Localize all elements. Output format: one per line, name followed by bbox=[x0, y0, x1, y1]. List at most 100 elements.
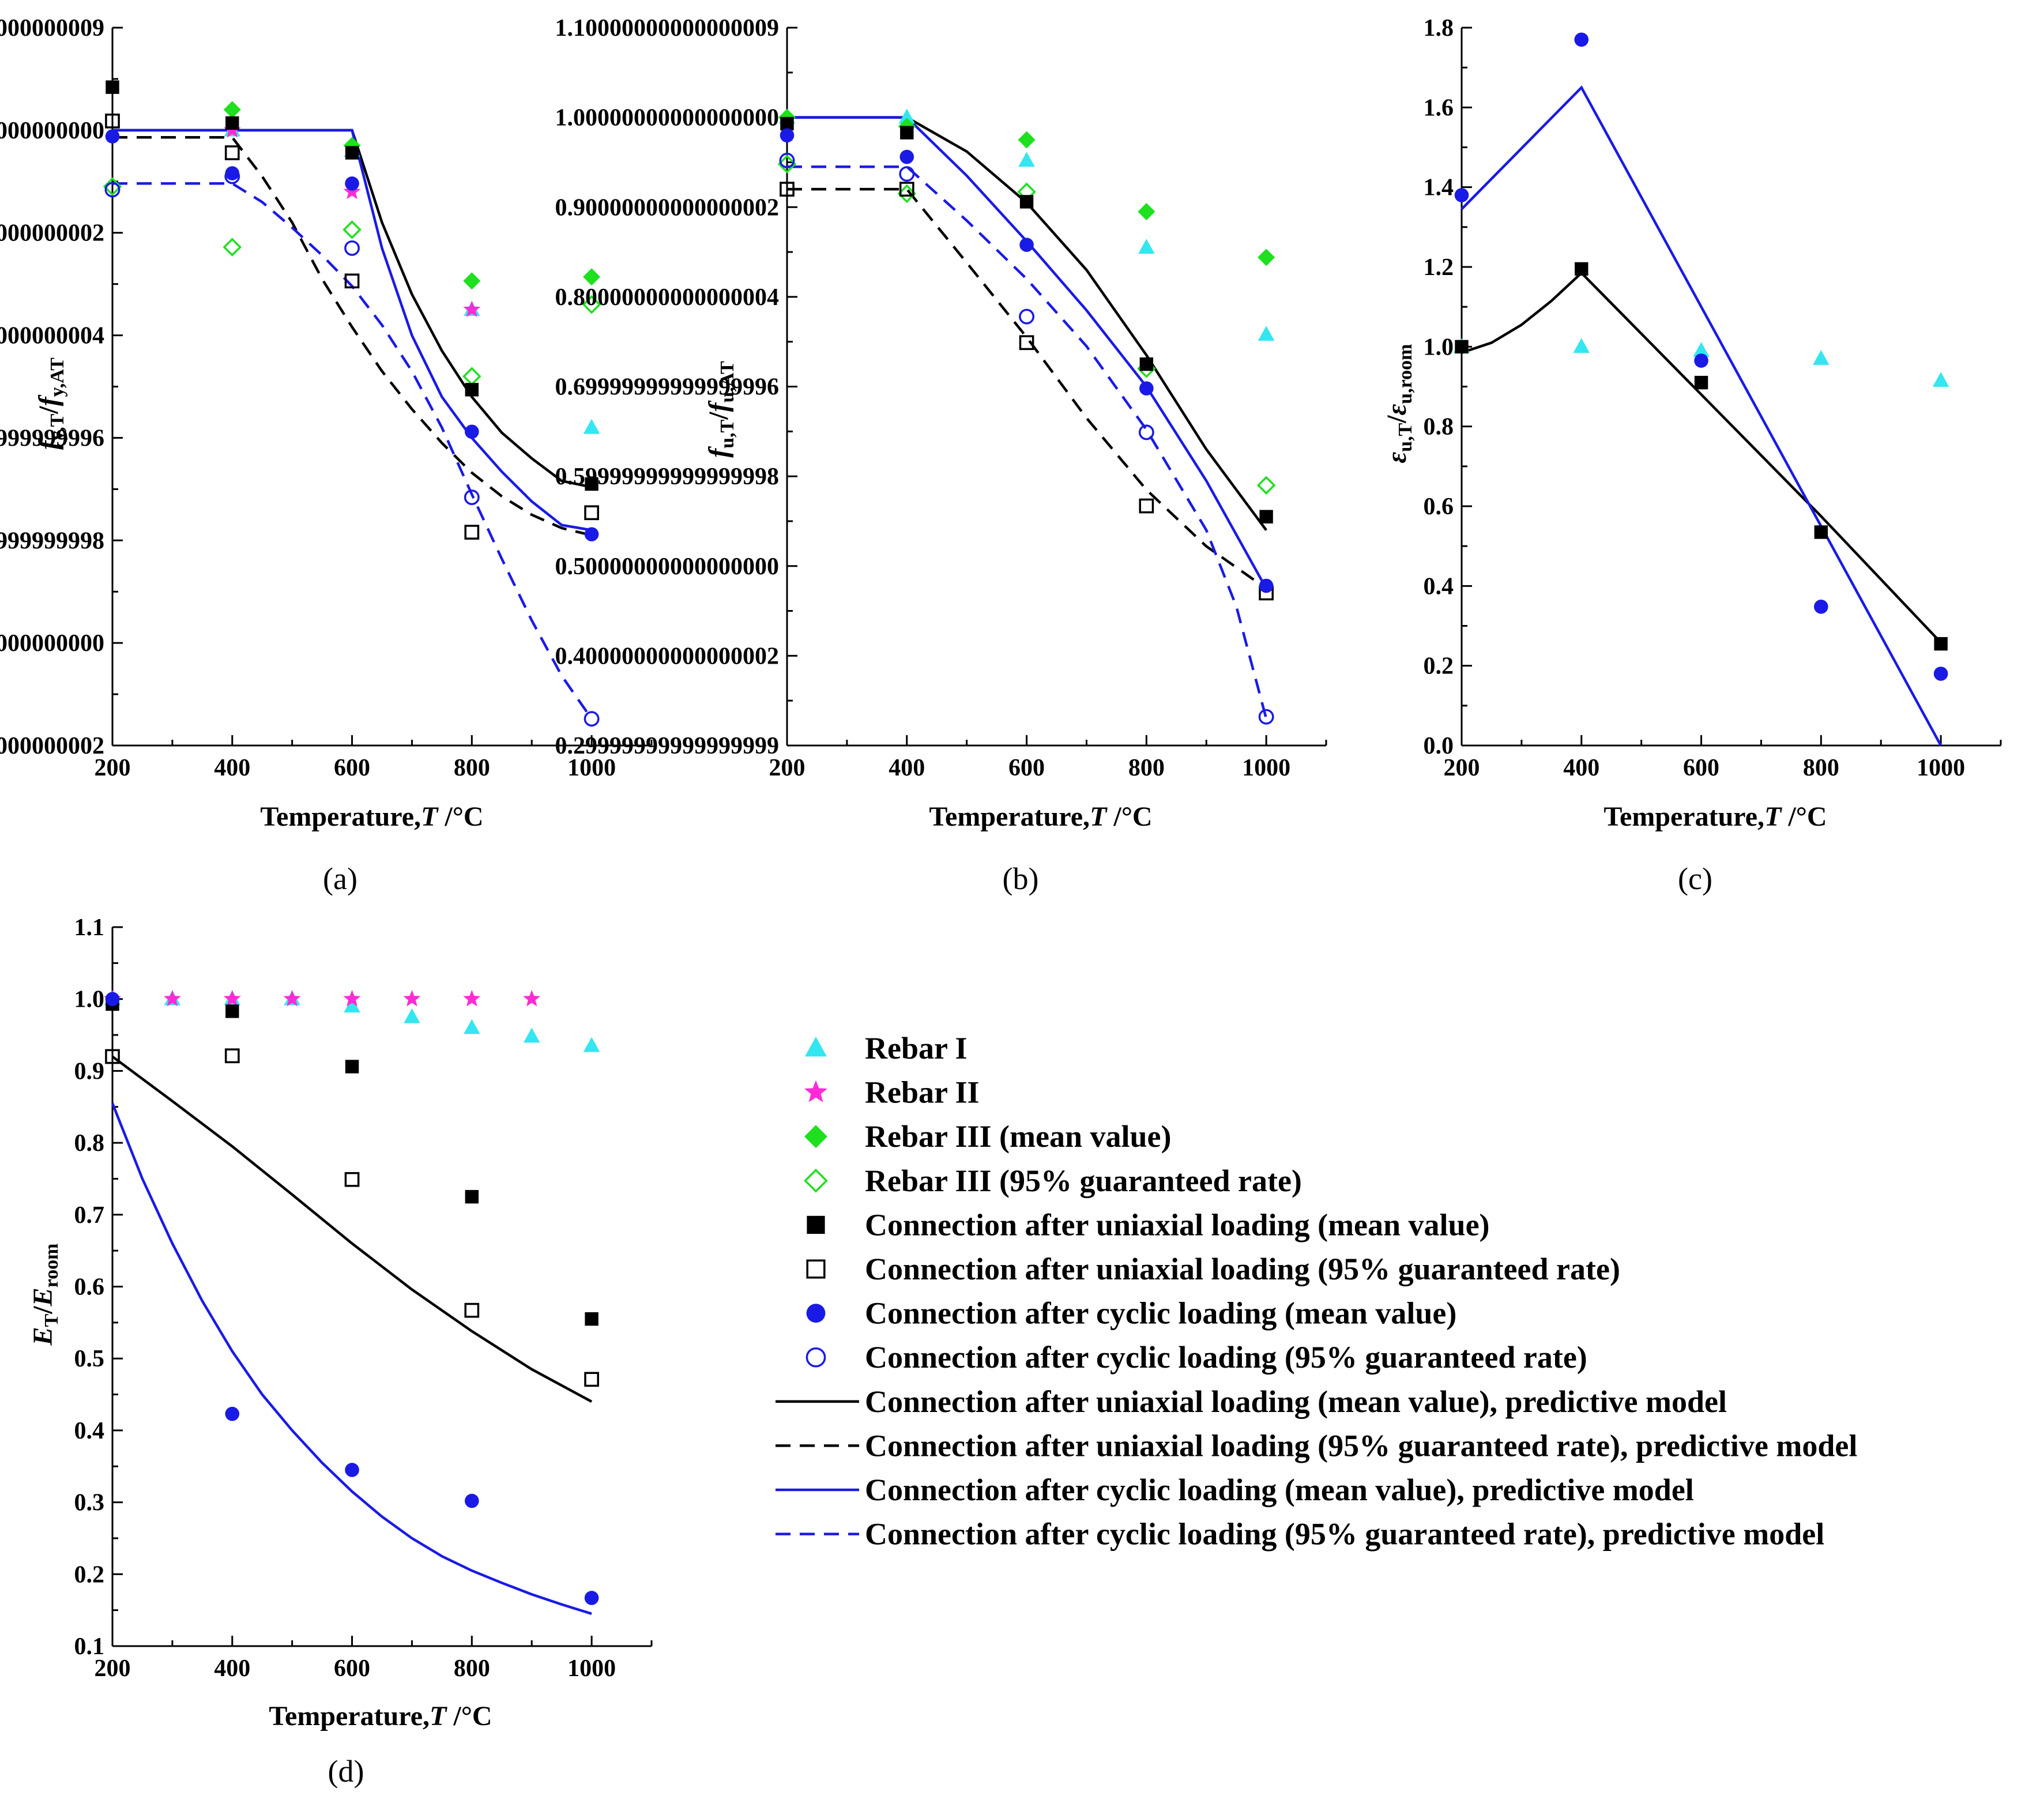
panel-d-point-r2 bbox=[163, 990, 181, 1007]
panel-b-point-cm bbox=[780, 128, 795, 143]
panel-c-point-cm bbox=[1933, 667, 1948, 681]
panel-c-y-tick-label: 0.8 bbox=[1424, 414, 1454, 440]
panel-a-point-ug bbox=[344, 273, 360, 289]
panel-c-y-tick-label: 1.0 bbox=[1424, 334, 1454, 360]
panel-a-point-r2 bbox=[343, 182, 361, 199]
legend-swatch-r1 bbox=[805, 1037, 827, 1057]
panel-c-x-axis-label: Temperature,T /°C bbox=[1603, 801, 1827, 832]
panel-c-point-r1 bbox=[1932, 372, 1949, 387]
panel-a-point-cg bbox=[224, 168, 240, 185]
legend-label-cmL: Connection after cyclic loading (mean va… bbox=[865, 1473, 1694, 1507]
panel-c-point-um bbox=[1694, 375, 1708, 390]
panel-d-point-um bbox=[585, 1312, 598, 1326]
legend-label-umL: Connection after uniaxial loading (mean … bbox=[865, 1384, 1727, 1419]
panel-b-y-axis-label: fu,T/fu,AT bbox=[703, 361, 738, 458]
panel-d-point-um bbox=[465, 1189, 479, 1204]
legend-label-cgL: Connection after cyclic loading (95% gua… bbox=[865, 1517, 1824, 1552]
panel-b-x-axis-label: Temperature,T /°C bbox=[929, 801, 1152, 832]
panel-b-point-cm bbox=[1259, 578, 1274, 593]
panel-b-x-tick-label: 200 bbox=[769, 755, 805, 781]
panel-d-line-cmL bbox=[111, 1102, 592, 1616]
panel-b-point-ug bbox=[1019, 335, 1034, 351]
panel-d-point-cm bbox=[584, 1591, 599, 1605]
panel-c-point-um bbox=[1814, 525, 1828, 539]
panel-d-point-r2 bbox=[343, 990, 361, 1007]
panel-c-x-tick-label: 1000 bbox=[1917, 755, 1965, 781]
panel-b-point-cg bbox=[1138, 424, 1154, 440]
panel-a-label: (a) bbox=[323, 861, 357, 896]
panel-a-point-um bbox=[465, 383, 479, 397]
panel-b-y-tick-label: 0.40000000000000002 bbox=[555, 643, 780, 669]
panel-d-x-tick-label: 800 bbox=[454, 1655, 490, 1682]
panel-d-y-tick-label: 0.9 bbox=[74, 1058, 105, 1085]
panel-d-y-tick-label: 1.1 bbox=[74, 914, 105, 941]
panel-b-point-cm bbox=[1139, 381, 1154, 396]
panel-b-plot-area: 200 400 600 800 10000.299999999999999990.400… bbox=[555, 15, 1327, 781]
panel-a-point-um bbox=[225, 116, 239, 130]
panel-d-point-r1 bbox=[344, 997, 360, 1012]
panel-b-point-um bbox=[780, 116, 794, 131]
panel-c-label: (c) bbox=[1678, 861, 1712, 896]
panel-b-y-tick-label: 0.29999999999999999 bbox=[555, 733, 780, 759]
panel-a-point-cg bbox=[344, 240, 360, 256]
panel-b-x-tick-label: 400 bbox=[889, 755, 925, 781]
panel-b-line-ugL bbox=[787, 187, 1267, 590]
panel-c-y-tick-label: 0.4 bbox=[1424, 573, 1454, 600]
panel-a-point-ug bbox=[105, 114, 120, 129]
panel-a-x-tick-label: 200 bbox=[95, 755, 131, 781]
panel-a-point-r3g bbox=[462, 367, 481, 386]
panel-d-point-cm bbox=[465, 1493, 479, 1508]
panel-d-point-r1 bbox=[583, 1037, 600, 1052]
legend-label-ug: Connection after uniaxial loading (95% g… bbox=[865, 1252, 1620, 1286]
legend-label-cg: Connection after cyclic loading (95% gua… bbox=[865, 1340, 1587, 1375]
panel-a-point-r1 bbox=[583, 419, 600, 434]
panel-d: 200 400 600 800 1000 0.1 0.2 0.3 0.4 0.5 0.6 0.7 0.8… bbox=[28, 914, 653, 1789]
panel-a-point-r3m bbox=[583, 268, 601, 286]
panel-b-y-tick-label: 0.59999999999999998 bbox=[555, 464, 780, 490]
panel-b-y-tick-label: 1.00000000000000000 bbox=[555, 105, 780, 131]
panel-d-x-tick-label: 1000 bbox=[567, 1655, 616, 1682]
panel-a-line-cgL bbox=[112, 182, 593, 720]
panel-d-x-axis-label: Temperature,T /°C bbox=[269, 1701, 492, 1731]
legend-label-cm: Connection after cyclic loading (mean va… bbox=[865, 1296, 1456, 1331]
panel-c-y-tick-label: 1.4 bbox=[1424, 175, 1454, 201]
panel-d-y-tick-label: 0.4 bbox=[74, 1418, 105, 1444]
panel-d-line-umL bbox=[111, 1055, 593, 1403]
panel-b-point-ug bbox=[780, 182, 795, 197]
panel-a-point-r3m bbox=[463, 272, 481, 290]
panel-c-x-tick-label: 400 bbox=[1563, 755, 1599, 781]
panel-d-point-um bbox=[225, 1004, 239, 1018]
panel-d-point-r1 bbox=[523, 1027, 540, 1043]
panel-d-point-r1 bbox=[464, 1019, 480, 1034]
panel-c-point-r1 bbox=[1693, 342, 1710, 357]
panel-c-y-tick-label: 1.6 bbox=[1424, 95, 1454, 121]
legend-swatch-cm bbox=[806, 1304, 826, 1323]
panel-b-label: (b) bbox=[1003, 861, 1039, 896]
panel-c-x-tick-label: 200 bbox=[1444, 755, 1480, 781]
panel-d-point-ug bbox=[464, 1302, 480, 1318]
legend-swatch-r2 bbox=[804, 1080, 827, 1102]
panel-b-point-cg bbox=[899, 166, 915, 182]
panel-d-x-tick-label: 200 bbox=[95, 1655, 131, 1682]
panel-a-point-r3g bbox=[103, 177, 122, 196]
panel-d-y-tick-label: 0.8 bbox=[74, 1130, 105, 1157]
panel-b-y-tick-label: 1.10000000000000009 bbox=[555, 15, 780, 42]
panel-d-y-axis-label: ET/Eroom bbox=[28, 1244, 62, 1346]
panel-a-y-tick-label: 1.10000000000000009 bbox=[0, 15, 104, 42]
legend-swatch-ug bbox=[806, 1259, 826, 1279]
panel-c-point-cm bbox=[1454, 188, 1469, 202]
legend-label-r2: Rebar II bbox=[865, 1075, 980, 1110]
panel-a-y-tick-label: 0.80000000000000004 bbox=[0, 323, 104, 349]
panel-b-point-r1 bbox=[1258, 326, 1275, 341]
panel-a-point-ug bbox=[464, 525, 480, 540]
panel-b-x-tick-label: 800 bbox=[1128, 755, 1165, 781]
panel-d-point-cm bbox=[345, 1463, 359, 1477]
panel-a-point-cm bbox=[345, 176, 359, 191]
panel-c-point-um bbox=[1934, 637, 1948, 651]
panel-a: 200 400 600 800 1000 0.40000000000000002 0.500… bbox=[0, 15, 653, 896]
panel-d-point-ug bbox=[224, 1048, 240, 1064]
panel-d-x-tick-label: 600 bbox=[334, 1655, 370, 1682]
panel-a-y-axis-label: fy,T/fy,AT bbox=[33, 357, 68, 450]
panel-a-y-tick-label: 0.40000000000000002 bbox=[0, 733, 104, 759]
panel-c-y-axis-label: εu,T/εu,room bbox=[1382, 344, 1416, 463]
